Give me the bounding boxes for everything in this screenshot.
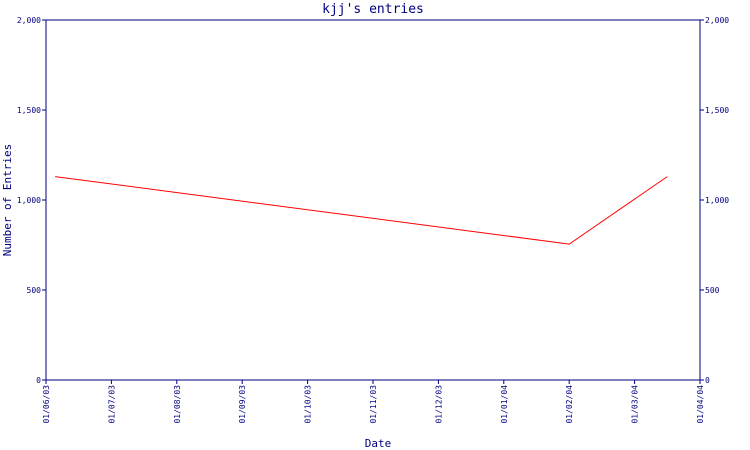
y-tick-label: 0 [36, 376, 41, 385]
y2-tick-label: 0 [705, 376, 710, 385]
y-tick-label: 500 [27, 286, 42, 295]
data-line [55, 176, 668, 245]
y2-tick-label: 1,000 [705, 196, 729, 205]
x-tick-label: 01/09/03 [238, 385, 247, 424]
y-tick-label: 1,500 [17, 106, 41, 115]
y2-tick-label: 500 [705, 286, 720, 295]
x-tick-label: 01/02/04 [565, 385, 574, 424]
plot-frame [45, 19, 701, 381]
x-axis-label: Date [365, 437, 392, 450]
x-tick-label: 01/08/03 [173, 385, 182, 424]
y2-tick-label: 2,000 [705, 16, 729, 25]
y-axis-label: Number of Entries [1, 144, 14, 257]
x-tick-label: 01/06/03 [42, 385, 51, 424]
x-tick-label: 01/10/03 [304, 385, 313, 424]
y2-tick-label: 1,500 [705, 106, 729, 115]
x-tick-label: 01/07/03 [107, 385, 116, 424]
x-tick-label: 01/03/04 [631, 385, 640, 424]
y-tick-label: 1,000 [17, 196, 41, 205]
x-tick-label: 01/01/04 [500, 385, 509, 424]
x-tick-label: 01/11/03 [369, 385, 378, 424]
x-tick-label: 01/04/04 [696, 385, 705, 424]
y-tick-label: 2,000 [17, 16, 41, 25]
x-tick-label: 01/12/03 [434, 385, 443, 424]
chart-title: kjj's entries [322, 2, 424, 17]
